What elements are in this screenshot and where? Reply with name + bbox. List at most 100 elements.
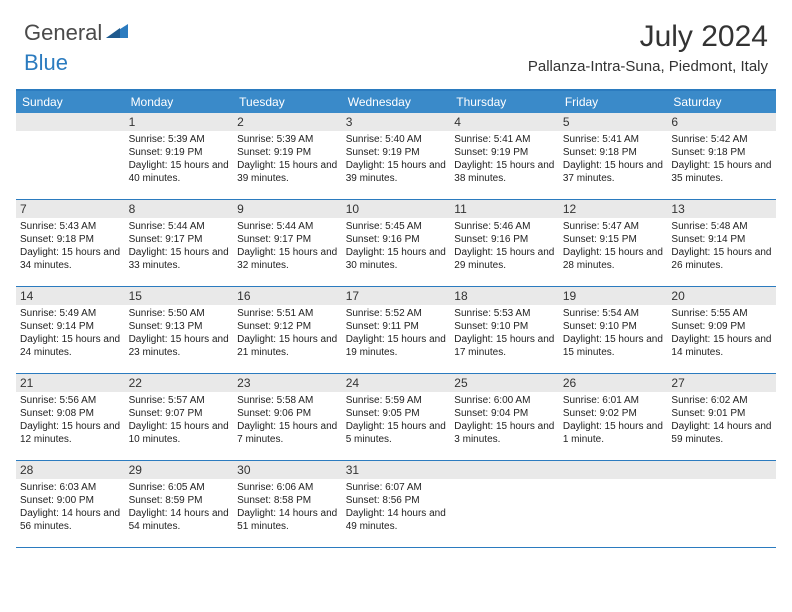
sunset-text: Sunset: 9:11 PM [346, 320, 447, 333]
daylight-text: Daylight: 15 hours and 12 minutes. [20, 420, 121, 446]
week-row: 28 Sunrise: 6:03 AMSunset: 9:00 PMDayligh… [16, 461, 776, 548]
day-header-monday: Monday [125, 91, 234, 113]
daylight-text: Daylight: 15 hours and 33 minutes. [129, 246, 230, 272]
day-info: Sunrise: 5:58 AMSunset: 9:06 PMDaylight:… [237, 394, 338, 446]
day-number: 28 [16, 461, 125, 479]
sunrise-text: Sunrise: 5:39 AM [129, 133, 230, 146]
week-row: 7Sunrise: 5:43 AMSunset: 9:18 PMDaylight… [16, 200, 776, 287]
day-number: 6 [667, 113, 776, 131]
day-header-tuesday: Tuesday [233, 91, 342, 113]
sunrise-text: Sunrise: 5:48 AM [671, 220, 772, 233]
day-info: Sunrise: 5:41 AMSunset: 9:19 PMDaylight:… [454, 133, 555, 185]
daylight-text: Daylight: 15 hours and 15 minutes. [563, 333, 664, 359]
day-number: 20 [667, 287, 776, 305]
daylight-text: Daylight: 15 hours and 21 minutes. [237, 333, 338, 359]
daylight-text: Daylight: 15 hours and 5 minutes. [346, 420, 447, 446]
daylight-text: Daylight: 15 hours and 30 minutes. [346, 246, 447, 272]
empty-day-band [450, 461, 559, 479]
day-number: 11 [450, 200, 559, 218]
day-info: Sunrise: 5:52 AMSunset: 9:11 PMDaylight:… [346, 307, 447, 359]
day-number: 25 [450, 374, 559, 392]
day-number: 15 [125, 287, 234, 305]
day-info: Sunrise: 5:43 AMSunset: 9:18 PMDaylight:… [20, 220, 121, 272]
day-info: Sunrise: 6:01 AMSunset: 9:02 PMDaylight:… [563, 394, 664, 446]
daylight-text: Daylight: 15 hours and 34 minutes. [20, 246, 121, 272]
day-number: 30 [233, 461, 342, 479]
sunrise-text: Sunrise: 5:54 AM [563, 307, 664, 320]
sunset-text: Sunset: 8:56 PM [346, 494, 447, 507]
sunset-text: Sunset: 9:17 PM [129, 233, 230, 246]
sunset-text: Sunset: 9:12 PM [237, 320, 338, 333]
sunrise-text: Sunrise: 5:39 AM [237, 133, 338, 146]
daylight-text: Daylight: 15 hours and 1 minute. [563, 420, 664, 446]
day-cell [16, 113, 125, 199]
day-cell: 18Sunrise: 5:53 AMSunset: 9:10 PMDayligh… [450, 287, 559, 373]
sunset-text: Sunset: 8:59 PM [129, 494, 230, 507]
daylight-text: Daylight: 15 hours and 38 minutes. [454, 159, 555, 185]
day-number: 31 [342, 461, 451, 479]
sunrise-text: Sunrise: 5:57 AM [129, 394, 230, 407]
day-cell: 17 Sunrise: 5:52 AMSunset: 9:11 PMDayligh… [342, 287, 451, 373]
day-info: Sunrise: 5:59 AMSunset: 9:05 PMDaylight:… [346, 394, 447, 446]
day-number: 5 [559, 113, 668, 131]
day-cell [667, 461, 776, 547]
day-header-sunday: Sunday [16, 91, 125, 113]
sunset-text: Sunset: 9:16 PM [346, 233, 447, 246]
daylight-text: Daylight: 14 hours and 51 minutes. [237, 507, 338, 533]
header: General July 2024 Pallanza-Intra-Suna, P… [0, 0, 792, 81]
day-cell: 13Sunrise: 5:48 AMSunset: 9:14 PMDayligh… [667, 200, 776, 286]
sunset-text: Sunset: 9:18 PM [20, 233, 121, 246]
day-info: Sunrise: 5:47 AMSunset: 9:15 PMDaylight:… [563, 220, 664, 272]
week-row: 21Sunrise: 5:56 AMSunset: 9:08 PMDayligh… [16, 374, 776, 461]
sunset-text: Sunset: 9:10 PM [454, 320, 555, 333]
day-header-wednesday: Wednesday [342, 91, 451, 113]
day-header-saturday: Saturday [667, 91, 776, 113]
sunrise-text: Sunrise: 5:53 AM [454, 307, 555, 320]
day-number: 26 [559, 374, 668, 392]
day-info: Sunrise: 6:03 AMSunset: 9:00 PMDaylight:… [20, 481, 121, 533]
day-cell: 1Sunrise: 5:39 AMSunset: 9:19 PMDaylight… [125, 113, 234, 199]
day-number: 10 [342, 200, 451, 218]
day-cell: 8Sunrise: 5:44 AMSunset: 9:17 PMDaylight… [125, 200, 234, 286]
sunrise-text: Sunrise: 6:06 AM [237, 481, 338, 494]
sunset-text: Sunset: 9:18 PM [563, 146, 664, 159]
sunset-text: Sunset: 9:04 PM [454, 407, 555, 420]
daylight-text: Daylight: 14 hours and 54 minutes. [129, 507, 230, 533]
sunrise-text: Sunrise: 6:03 AM [20, 481, 121, 494]
sunrise-text: Sunrise: 5:58 AM [237, 394, 338, 407]
daylight-text: Daylight: 15 hours and 17 minutes. [454, 333, 555, 359]
daylight-text: Daylight: 15 hours and 3 minutes. [454, 420, 555, 446]
sunrise-text: Sunrise: 5:46 AM [454, 220, 555, 233]
day-info: Sunrise: 5:50 AMSunset: 9:13 PMDaylight:… [129, 307, 230, 359]
day-cell: 19Sunrise: 5:54 AMSunset: 9:10 PMDayligh… [559, 287, 668, 373]
day-info: Sunrise: 5:55 AMSunset: 9:09 PMDaylight:… [671, 307, 772, 359]
day-cell: 10Sunrise: 5:45 AMSunset: 9:16 PMDayligh… [342, 200, 451, 286]
sunrise-text: Sunrise: 5:55 AM [671, 307, 772, 320]
day-cell: 15 Sunrise: 5:50 AMSunset: 9:13 PMDayligh… [125, 287, 234, 373]
sunset-text: Sunset: 9:19 PM [237, 146, 338, 159]
day-number: 2 [233, 113, 342, 131]
sunrise-text: Sunrise: 5:41 AM [454, 133, 555, 146]
sunset-text: Sunset: 9:19 PM [454, 146, 555, 159]
day-header-friday: Friday [559, 91, 668, 113]
day-info: Sunrise: 5:54 AMSunset: 9:10 PMDaylight:… [563, 307, 664, 359]
daylight-text: Daylight: 15 hours and 39 minutes. [237, 159, 338, 185]
day-cell: 31Sunrise: 6:07 AMSunset: 8:56 PMDayligh… [342, 461, 451, 547]
week-row: 1Sunrise: 5:39 AMSunset: 9:19 PMDaylight… [16, 113, 776, 200]
sunset-text: Sunset: 9:19 PM [129, 146, 230, 159]
sunset-text: Sunset: 9:13 PM [129, 320, 230, 333]
day-cell: 28 Sunrise: 6:03 AMSunset: 9:00 PMDayligh… [16, 461, 125, 547]
sunset-text: Sunset: 9:08 PM [20, 407, 121, 420]
day-number: 9 [233, 200, 342, 218]
daylight-text: Daylight: 15 hours and 28 minutes. [563, 246, 664, 272]
day-info: Sunrise: 6:02 AMSunset: 9:01 PMDaylight:… [671, 394, 772, 446]
day-info: Sunrise: 5:42 AMSunset: 9:18 PMDaylight:… [671, 133, 772, 185]
sunset-text: Sunset: 9:10 PM [563, 320, 664, 333]
day-cell: 2 Sunrise: 5:39 AMSunset: 9:19 PMDaylight… [233, 113, 342, 199]
day-number: 17 [342, 287, 451, 305]
day-number: 1 [125, 113, 234, 131]
location-text: Pallanza-Intra-Suna, Piedmont, Italy [528, 58, 768, 75]
sunset-text: Sunset: 9:02 PM [563, 407, 664, 420]
logo-triangle-icon [106, 22, 128, 43]
day-info: Sunrise: 5:57 AMSunset: 9:07 PMDaylight:… [129, 394, 230, 446]
